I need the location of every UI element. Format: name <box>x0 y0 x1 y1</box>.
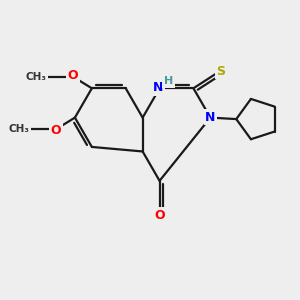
Text: CH₃: CH₃ <box>8 124 29 134</box>
Text: S: S <box>216 65 225 78</box>
Text: H: H <box>164 76 173 86</box>
Text: O: O <box>50 124 61 137</box>
Text: O: O <box>154 209 165 222</box>
Text: N: N <box>205 110 215 124</box>
Text: CH₃: CH₃ <box>25 71 46 82</box>
Text: O: O <box>68 69 78 82</box>
Text: N: N <box>153 81 163 94</box>
